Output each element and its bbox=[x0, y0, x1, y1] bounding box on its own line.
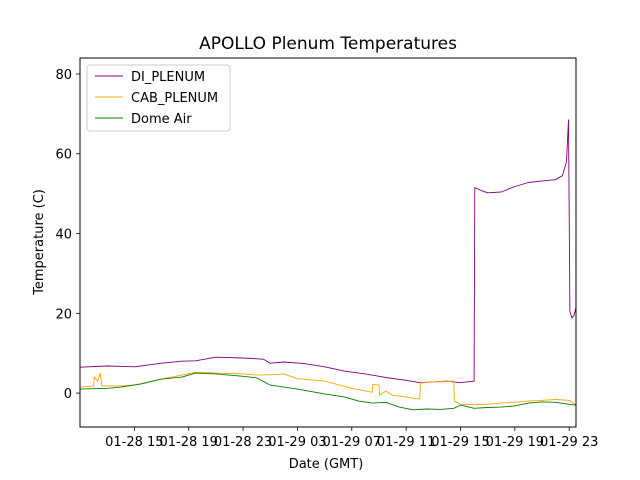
x-tick-label: 01-29 23 bbox=[540, 435, 598, 450]
x-tick-label: 01-29 19 bbox=[486, 435, 544, 450]
x-tick-label: 01-29 03 bbox=[268, 435, 326, 450]
x-tick-label: 01-29 11 bbox=[377, 435, 435, 450]
chart-title: APOLLO Plenum Temperatures bbox=[199, 34, 457, 54]
y-tick-label: 0 bbox=[64, 387, 72, 402]
x-tick-label: 01-28 15 bbox=[105, 435, 163, 450]
legend-label-cab-plenum: CAB_PLENUM bbox=[131, 91, 218, 106]
y-axis: 0 20 40 60 80 bbox=[55, 68, 80, 402]
legend-box bbox=[86, 64, 231, 132]
legend-label-dome-air: Dome Air bbox=[131, 112, 192, 127]
x-axis-label: Date (GMT) bbox=[289, 457, 364, 472]
x-tick-label: 01-29 15 bbox=[431, 435, 489, 450]
x-tick-label: 01-28 19 bbox=[159, 435, 217, 450]
series-line-cab-plenum bbox=[80, 371, 576, 406]
x-tick-label: 01-28 23 bbox=[214, 435, 272, 450]
series-layer bbox=[80, 119, 576, 411]
plot-frame bbox=[79, 57, 577, 428]
y-tick-label: 40 bbox=[55, 228, 72, 243]
legend: DI_PLENUM CAB_PLENUM Dome Air bbox=[86, 64, 231, 132]
y-tick-label: 20 bbox=[55, 307, 72, 322]
x-tick-label: 01-29 07 bbox=[323, 435, 381, 450]
y-tick-label: 60 bbox=[55, 148, 72, 163]
y-axis-label: Temperature (C) bbox=[32, 189, 47, 296]
series-line-dome-air bbox=[80, 372, 576, 411]
legend-label-di-plenum: DI_PLENUM bbox=[131, 70, 205, 85]
y-tick-label: 80 bbox=[55, 68, 72, 83]
